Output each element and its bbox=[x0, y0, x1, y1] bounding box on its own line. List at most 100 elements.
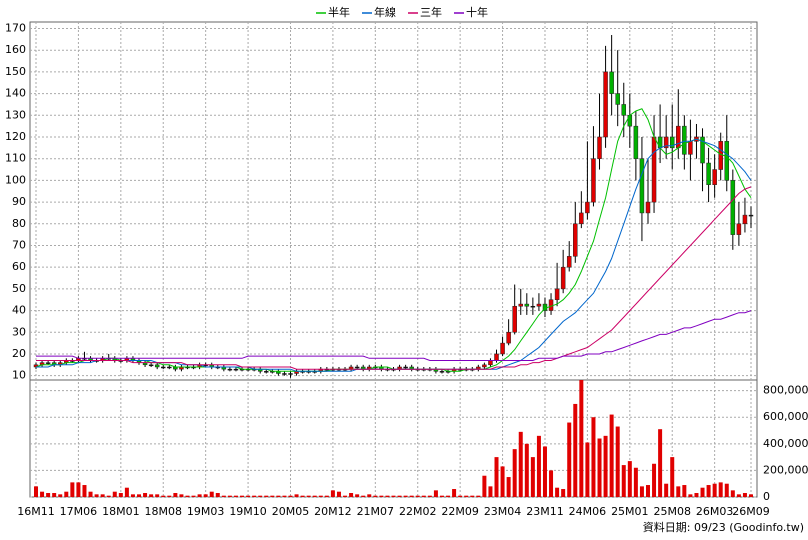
volume-bar bbox=[118, 493, 123, 497]
footer: 資料日期: 09/23 (Goodinfo.tw) bbox=[643, 520, 804, 534]
y-tick-label: 60 bbox=[12, 260, 26, 273]
volume-bar bbox=[221, 495, 226, 497]
volume-bar bbox=[367, 494, 372, 497]
volume-bar bbox=[670, 457, 675, 497]
candle-body bbox=[554, 288, 560, 300]
volume-bar bbox=[664, 483, 669, 497]
volume-bar bbox=[137, 494, 142, 497]
y-tick-label: 110 bbox=[5, 152, 26, 165]
candle-body bbox=[651, 136, 657, 203]
volume-bar bbox=[52, 493, 57, 497]
volume-bar bbox=[40, 491, 45, 497]
volume-bar bbox=[482, 475, 487, 497]
candle-body bbox=[148, 364, 154, 367]
volume-bar bbox=[70, 482, 75, 497]
volume-bar bbox=[349, 493, 354, 497]
volume-bar bbox=[694, 493, 699, 497]
y-tick-label: 50 bbox=[12, 282, 26, 295]
volume-bar bbox=[573, 403, 578, 497]
volume-bar bbox=[718, 482, 723, 497]
candle-body bbox=[233, 368, 239, 371]
candle-body bbox=[645, 201, 651, 214]
volume-bar bbox=[421, 495, 426, 497]
candle-body bbox=[494, 353, 499, 361]
y2-tick-label: 800,000 bbox=[763, 384, 808, 397]
volume-bar bbox=[379, 495, 384, 497]
candle-body bbox=[264, 371, 269, 373]
volume-bar bbox=[300, 495, 305, 497]
volume-bar bbox=[143, 493, 148, 497]
volume-bar bbox=[506, 477, 511, 497]
x-tick-label: 25M08 bbox=[653, 505, 691, 518]
candle-body bbox=[573, 223, 578, 257]
volume-bar bbox=[500, 466, 505, 497]
volume-bar bbox=[397, 495, 402, 497]
candle-body bbox=[482, 364, 487, 368]
candle-body bbox=[597, 136, 602, 159]
x-tick-label: 25M01 bbox=[611, 505, 649, 518]
volume-bar bbox=[688, 494, 693, 497]
volume-bar bbox=[124, 487, 129, 497]
volume-bar bbox=[627, 461, 632, 497]
volume-bar bbox=[585, 442, 590, 497]
volume-bar bbox=[567, 422, 572, 497]
legend-label: 十年 bbox=[466, 5, 488, 19]
candle-body bbox=[530, 305, 536, 308]
candle-body bbox=[585, 201, 590, 214]
volume-bar bbox=[712, 483, 717, 497]
x-tick-label: 16M11 bbox=[17, 505, 55, 518]
volume-bar bbox=[561, 489, 566, 497]
volume-bar bbox=[446, 495, 451, 497]
candle-body bbox=[512, 305, 517, 333]
volume-bar bbox=[82, 485, 87, 497]
volume-bar bbox=[700, 487, 705, 497]
candle-body bbox=[548, 299, 554, 311]
volume-bar bbox=[330, 490, 335, 497]
volume-bar bbox=[403, 495, 408, 497]
candle-body bbox=[506, 332, 511, 344]
volume-bar bbox=[609, 414, 614, 497]
volume-bar bbox=[343, 495, 348, 497]
candle-body bbox=[748, 214, 754, 217]
volume-bar bbox=[203, 494, 208, 497]
candle-body bbox=[403, 366, 408, 369]
candle-body bbox=[439, 371, 445, 373]
candle-body bbox=[354, 366, 360, 369]
legend-label: 半年 bbox=[328, 5, 350, 19]
x-tick-label: 26M09 bbox=[732, 505, 770, 518]
volume-bar bbox=[34, 486, 38, 497]
candle-body bbox=[536, 303, 542, 307]
x-tick-label: 18M08 bbox=[144, 505, 182, 518]
x-tick-label: 24M06 bbox=[569, 505, 607, 518]
volume-bar bbox=[240, 495, 245, 497]
volume-bar bbox=[173, 493, 178, 497]
legend: 半年 年線 三年 十年 bbox=[316, 5, 488, 19]
y-tick-label: 80 bbox=[12, 217, 26, 230]
volume-bar bbox=[112, 491, 117, 497]
volume-bar bbox=[706, 485, 711, 497]
y-tick-label: 160 bbox=[5, 43, 26, 56]
candle-body bbox=[288, 373, 293, 375]
y-tick-label: 120 bbox=[5, 130, 26, 143]
y-tick-label: 30 bbox=[12, 325, 26, 338]
candle-body bbox=[676, 125, 681, 149]
volume-bar bbox=[470, 495, 475, 497]
volume-bar bbox=[252, 495, 257, 497]
volume-bar bbox=[64, 491, 69, 497]
volume-bar bbox=[100, 494, 105, 497]
volume-bar bbox=[324, 495, 329, 497]
volume-bar bbox=[270, 495, 275, 497]
volume-bar bbox=[94, 494, 99, 497]
volume-bar bbox=[579, 380, 584, 497]
volume-bar bbox=[46, 493, 51, 497]
x-tick-label: 20M12 bbox=[314, 505, 352, 518]
x-tick-label: 21M07 bbox=[357, 505, 395, 518]
volume-bar bbox=[179, 494, 184, 497]
candle-body bbox=[621, 104, 627, 116]
volume-bar bbox=[258, 495, 263, 497]
volume-bar bbox=[536, 435, 541, 497]
volume-bar bbox=[318, 495, 323, 497]
volume-bar bbox=[167, 495, 172, 497]
volume-bar bbox=[645, 485, 650, 497]
candle-body bbox=[154, 364, 160, 368]
